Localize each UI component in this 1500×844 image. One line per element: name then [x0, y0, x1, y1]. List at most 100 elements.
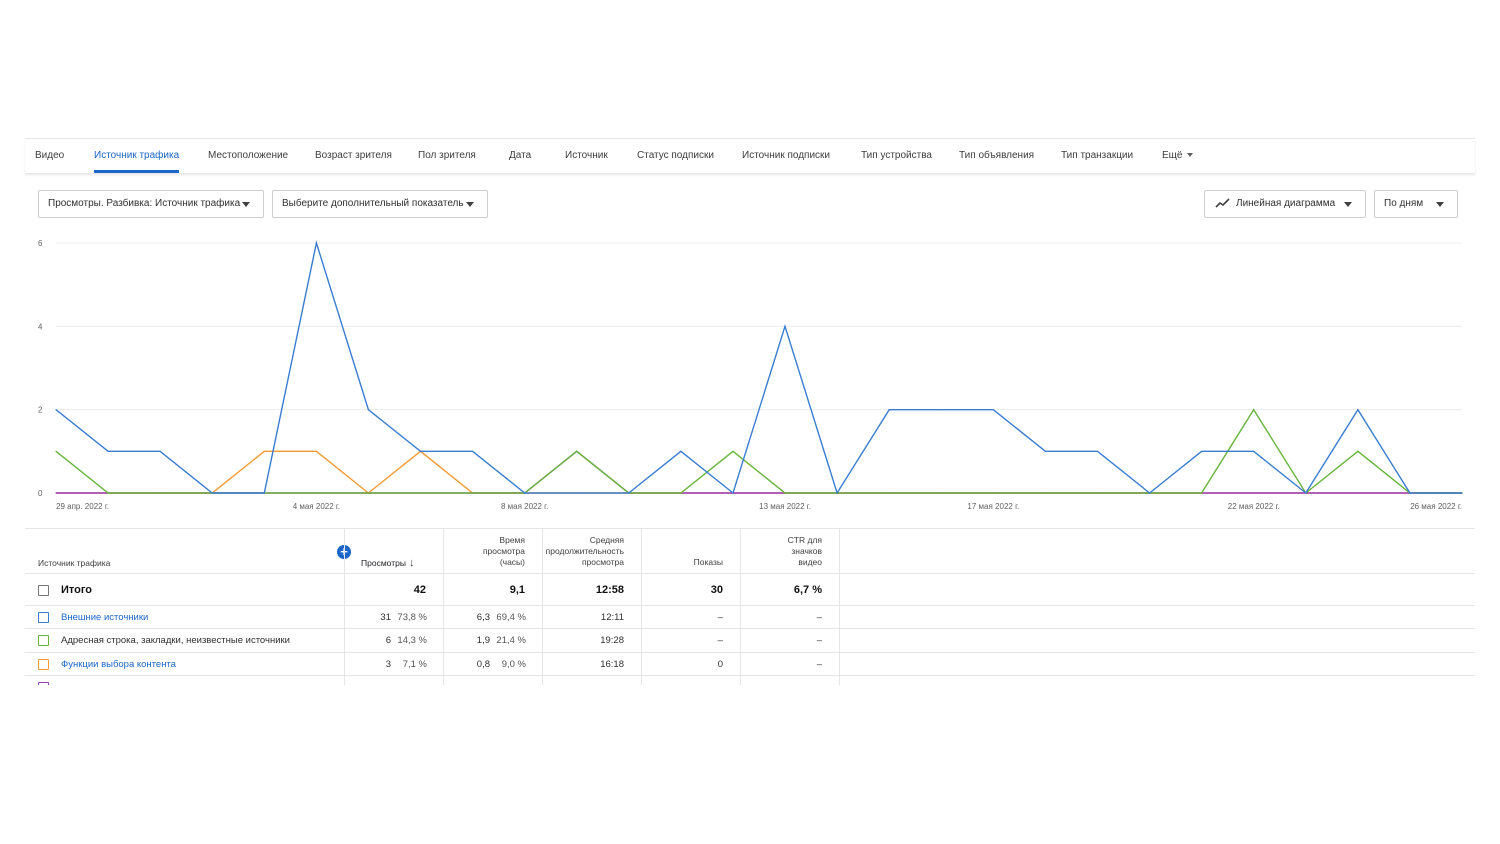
dropdown-arrow-icon: [1344, 202, 1352, 207]
data-point: [315, 492, 317, 494]
y-tick-label: 6: [38, 239, 43, 248]
total-ctr: 6,7 %: [793, 584, 822, 596]
header-watch-time[interactable]: Время просмотра (часы): [443, 535, 525, 568]
header-views[interactable]: Просмотры ↓: [361, 557, 414, 569]
data-point: [1201, 450, 1203, 452]
tab-subscription-status[interactable]: Статус подписки: [637, 150, 714, 161]
data-point: [1148, 492, 1151, 494]
tab-location[interactable]: Местоположение: [208, 150, 289, 161]
data-point: [419, 492, 422, 494]
column-divider: [641, 528, 642, 685]
data-point: [940, 492, 942, 494]
data-point: [1096, 450, 1099, 452]
table-header: Источник трафика + Просмотры↓ Время прос…: [25, 528, 1475, 574]
tab-date[interactable]: Дата: [509, 150, 532, 161]
chevron-down-icon: [1187, 153, 1194, 157]
row-impressions: –: [717, 612, 723, 623]
data-point: [1044, 450, 1047, 452]
header-ctr-line3: видео: [798, 557, 822, 567]
table-row-cutoff: [0, 676, 1500, 685]
x-tick-label: 22 мая 2022 г.: [1228, 502, 1280, 511]
x-tick-label: 8 мая 2022 г.: [501, 502, 548, 511]
tab-viewer-gender[interactable]: Пол зрителя: [418, 150, 476, 161]
dropdown-arrow-icon: [1436, 202, 1444, 207]
chart-type-select[interactable]: Линейная диаграмма: [1204, 190, 1366, 218]
data-point: [315, 450, 317, 452]
y-tick-label: 2: [38, 406, 43, 415]
row-views: 6: [385, 635, 391, 646]
data-point: [55, 450, 57, 452]
line-chart: 0 2 4 6 29 апр. 2022 г. 4 мая 2022 г. 8 мая 2…: [38, 239, 1463, 511]
data-point: [576, 492, 578, 494]
data-point: [315, 242, 317, 244]
tab-more[interactable]: Ещё: [1162, 139, 1194, 173]
line-chart-icon: [1215, 198, 1230, 208]
tab-device-type[interactable]: Тип устройства: [861, 150, 932, 161]
data-point: [888, 492, 890, 494]
header-avg-duration[interactable]: Средняя продолжительность просмотра: [534, 535, 624, 568]
row-ctr: –: [816, 612, 822, 623]
x-tick-label: 26 мая 2022 г.: [1410, 502, 1462, 511]
header-impressions[interactable]: Показы: [693, 557, 723, 567]
tab-source[interactable]: Источник: [565, 150, 608, 161]
total-views: 42: [413, 584, 426, 596]
data-point: [1357, 492, 1359, 494]
data-point: [1044, 492, 1047, 494]
row-source-link[interactable]: Внешние источники: [61, 612, 149, 623]
sort-down-icon: ↓: [408, 557, 415, 569]
row-checkbox[interactable]: [38, 659, 49, 670]
row-views-pct: 73,8 %: [397, 612, 427, 623]
tab-video[interactable]: Видео: [35, 150, 65, 161]
row-checkbox[interactable]: [38, 635, 49, 646]
total-checkbox[interactable]: [38, 585, 49, 596]
data-point: [1305, 492, 1307, 494]
column-divider: [344, 528, 345, 685]
header-watch-time-line3: (часы): [499, 557, 525, 567]
row-watch-pct: 69,4 %: [496, 612, 526, 623]
tab-transaction-type[interactable]: Тип транзакции: [1061, 150, 1134, 161]
data-point: [784, 492, 786, 494]
header-watch-time-line2: просмотра: [482, 546, 525, 556]
chart-type-select-label: Линейная диаграмма: [1236, 198, 1336, 209]
x-tick-label: 13 мая 2022 г.: [759, 502, 811, 511]
period-select-label: По дням: [1384, 198, 1424, 209]
header-ctr[interactable]: CTR для значков видео: [741, 535, 822, 568]
metric-select[interactable]: Просмотры. Разбивка: Источник трафика: [38, 190, 264, 218]
total-label: Итого: [61, 584, 93, 596]
row-checkbox[interactable]: [38, 682, 49, 685]
total-impressions: 30: [710, 584, 723, 596]
data-point: [1357, 409, 1359, 411]
row-checkbox[interactable]: [38, 612, 49, 623]
table-row: Адресная строка, закладки, неизвестные и…: [25, 629, 1475, 653]
y-axis-ticks: 0 2 4 6: [38, 239, 43, 498]
data-point: [55, 492, 57, 494]
data-point: [1357, 450, 1359, 452]
header-avg-duration-line3: просмотра: [581, 557, 624, 567]
chart-grid: [56, 242, 1462, 494]
data-point: [107, 450, 109, 452]
data-point: [1461, 492, 1463, 494]
header-views-label: Просмотры: [361, 558, 406, 568]
data-point: [680, 492, 682, 494]
row-views-pct: 14,3 %: [397, 635, 427, 646]
tab-traffic-source[interactable]: Источник трафика: [94, 139, 180, 173]
data-point: [107, 492, 109, 494]
chart-series: [55, 240, 1463, 495]
data-point: [263, 450, 265, 452]
tab-viewer-age[interactable]: Возраст зрителя: [315, 150, 392, 161]
header-avg-duration-line2: продолжительность: [545, 546, 624, 556]
data-point: [1409, 492, 1411, 494]
metric-select-label: Просмотры. Разбивка: Источник трафика: [48, 198, 241, 209]
y-tick-label: 4: [38, 322, 43, 331]
table-total-row: Итого 42 9,1 12:58 30 6,7 %: [25, 574, 1475, 606]
data-point: [159, 492, 161, 494]
tab-ad-type[interactable]: Тип объявления: [959, 150, 1035, 161]
row-views: 3: [385, 659, 391, 670]
secondary-metric-select[interactable]: Выберите дополнительный показатель: [272, 190, 488, 218]
total-avg-duration: 12:58: [595, 584, 624, 596]
row-source-link[interactable]: Функции выбора контента: [61, 659, 176, 670]
tab-subscription-source[interactable]: Источник подписки: [742, 150, 831, 161]
period-select[interactable]: По дням: [1374, 190, 1458, 218]
data-point: [940, 409, 942, 411]
header-traffic-source[interactable]: Источник трафика: [38, 558, 111, 568]
